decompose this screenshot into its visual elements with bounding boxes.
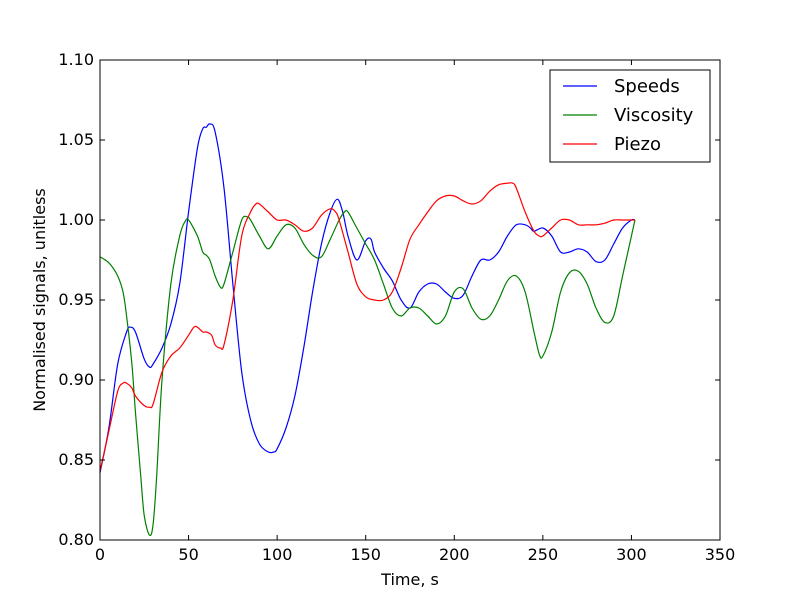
- x-tick-label: 250: [528, 545, 559, 564]
- series-line-speeds: [99, 123, 636, 473]
- x-tick-label: 0: [95, 545, 105, 564]
- y-axis-label: Normalised signals, unitless: [30, 188, 49, 412]
- x-tick-label: 100: [262, 545, 293, 564]
- y-tick-label: 0.95: [58, 290, 94, 309]
- legend-label-viscosity: Viscosity: [614, 105, 694, 126]
- legend-box: [549, 69, 711, 163]
- y-tick-label: 0.85: [58, 450, 94, 469]
- y-tick-label: 0.80: [58, 530, 94, 549]
- legend: Speeds Viscosity Piezo: [549, 69, 711, 163]
- x-tick-label: 300: [616, 545, 647, 564]
- plot-area-frame: [99, 59, 721, 541]
- y-tick-label: 1.10: [58, 50, 94, 69]
- x-tick-label: 350: [705, 545, 736, 564]
- y-tick-label: 1.00: [58, 210, 94, 229]
- x-axis-label: Time, s: [380, 570, 439, 589]
- x-tick-label: 50: [178, 545, 198, 564]
- tick-layer: 0 50 100 150 200 250 300 350 0.80 0.85 0.90 0.95 1.0…: [58, 50, 735, 564]
- y-tick-label: 0.90: [58, 370, 94, 389]
- y-tick-label: 1.05: [58, 130, 94, 149]
- x-tick-label: 200: [439, 545, 470, 564]
- series-line-piezo: [99, 182, 635, 472]
- x-tick-label: 150: [350, 545, 381, 564]
- series-line-viscosity: [99, 209, 636, 537]
- series-layer: [99, 123, 636, 537]
- legend-label-speeds: Speeds: [614, 76, 680, 97]
- legend-label-piezo: Piezo: [614, 134, 661, 155]
